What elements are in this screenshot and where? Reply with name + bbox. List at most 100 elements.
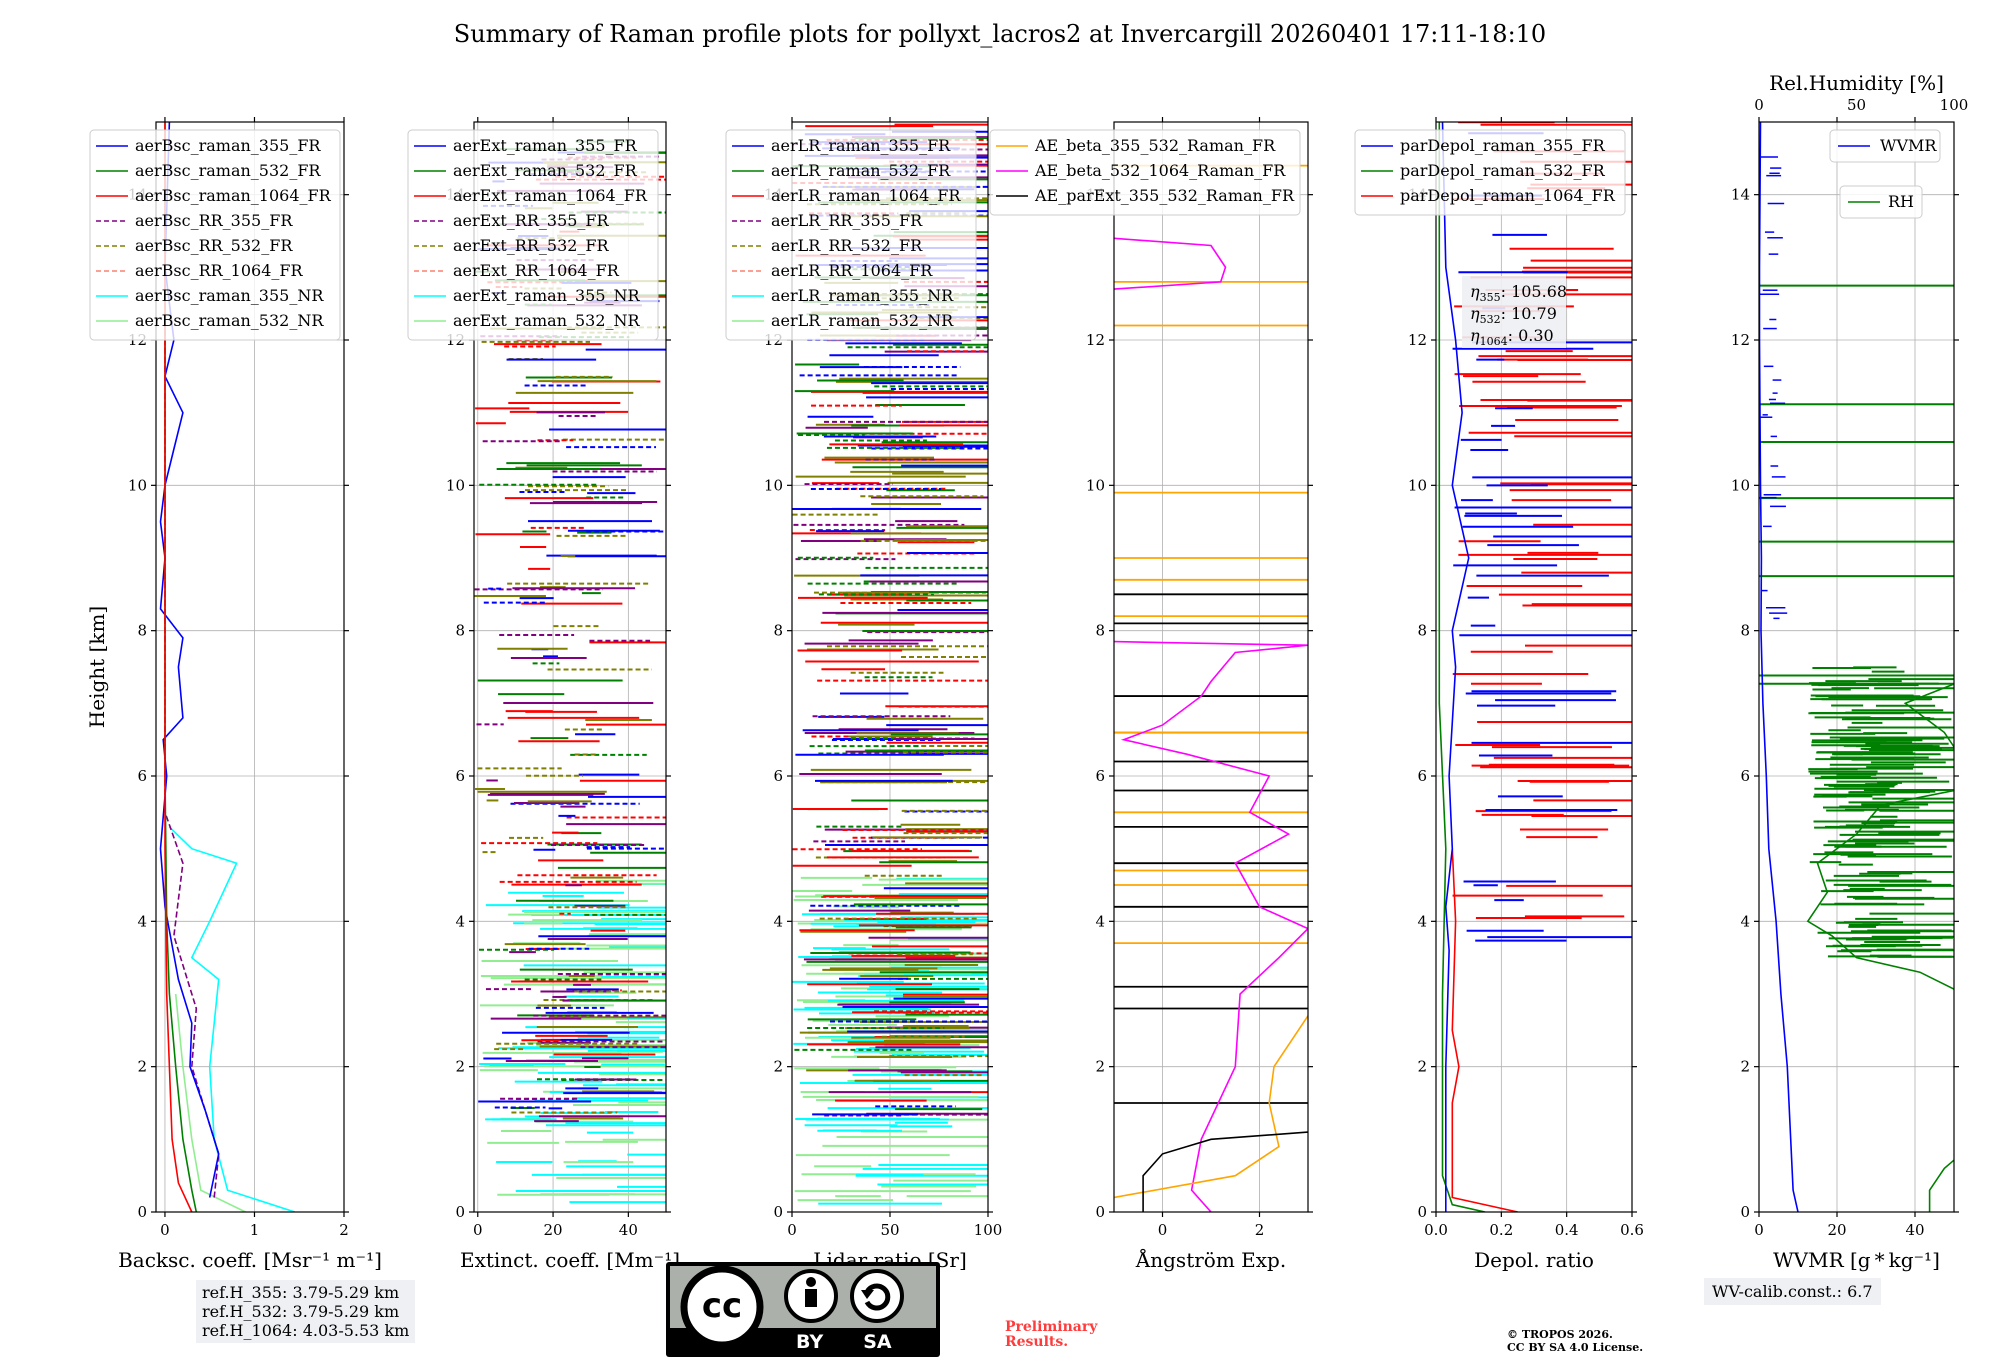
legend-label: parDepol_raman_1064_FR xyxy=(1400,186,1616,205)
legend-box xyxy=(1839,185,1923,219)
legend-dep: parDepol_raman_355_FR parDepol_raman_532_… xyxy=(1354,129,1626,216)
axes-frame xyxy=(1113,121,1309,1213)
cc-logo-icon: cc xyxy=(680,1265,904,1349)
legend-box xyxy=(989,129,1301,216)
y-tick-label: 0 xyxy=(137,1203,147,1221)
series-line xyxy=(1441,122,1470,1212)
y-tick-label: 10 xyxy=(128,476,147,494)
y-tick-label: 4 xyxy=(137,912,147,930)
x-axis-label: Ångström Exp. xyxy=(1135,1247,1286,1272)
top-x-tick-label: 100 xyxy=(1940,96,1969,114)
legend-label: aerExt_raman_355_NR xyxy=(453,286,641,305)
x-tick-label: 20 xyxy=(1827,1221,1846,1239)
copyright-note: © TROPOS 2026. CC BY SA 4.0 License. xyxy=(1507,1328,1707,1354)
legend-label: aerExt_RR_1064_FR xyxy=(453,261,620,280)
x-tick-label: 0.0 xyxy=(1424,1221,1448,1239)
series-line xyxy=(1142,1131,1308,1212)
y-tick-label: 6 xyxy=(1740,767,1750,785)
y-tick-label: 6 xyxy=(1095,767,1105,785)
x-tick-label: 2 xyxy=(1255,1221,1265,1239)
y-tick-label: 12 xyxy=(1408,331,1427,349)
y-tick-label: 12 xyxy=(1086,331,1105,349)
legend-label: AE_beta_532_1064_Raman_FR xyxy=(1034,161,1286,180)
series-line xyxy=(1806,683,1954,1212)
axes-frame xyxy=(155,121,345,1213)
legend-label: AE_beta_355_532_Raman_FR xyxy=(1034,136,1276,155)
y-tick-label: 2 xyxy=(137,1058,147,1076)
ref-height-355: ref.H_355: 3.79-5.29 km xyxy=(202,1283,400,1302)
legend-ae: AE_beta_355_532_Raman_FR AE_beta_532_1064… xyxy=(989,129,1301,216)
y-tick-label: 8 xyxy=(137,622,147,640)
x-axis-label: Depol. ratio xyxy=(1474,1248,1594,1272)
y-tick-label: 4 xyxy=(1417,912,1427,930)
legend-ext: aerExt_raman_355_FR aerExt_raman_532_FRae… xyxy=(407,129,659,341)
series-line xyxy=(1114,237,1227,290)
x-tick-label: 100 xyxy=(974,1221,1003,1239)
legend-label: aerLR_RR_532_FR xyxy=(771,236,923,255)
panel-wv: 0 2 4 6 8 10 12 14 0 20 40 WVMR [g * kg⁻¹] 0 50 100Rel… xyxy=(1731,71,1969,1272)
copyright-line-1: © TROPOS 2026. xyxy=(1507,1328,1613,1341)
y-tick-label: 0 xyxy=(1740,1203,1750,1221)
legend-label: aerLR_RR_1064_FR xyxy=(771,261,933,280)
y-tick-label: 2 xyxy=(773,1058,783,1076)
y-tick-label: 6 xyxy=(455,767,465,785)
y-tick-label: 6 xyxy=(1417,767,1427,785)
axes-frame xyxy=(1758,121,1955,1213)
x-tick-label: 0 xyxy=(473,1221,483,1239)
wv-calibration-box: WV-calib.const.: 6.7 xyxy=(1704,1278,1881,1305)
eta-line: η532: 10.79 xyxy=(1470,304,1557,326)
y-tick-label: 4 xyxy=(1740,912,1750,930)
panel-ext: 0246810121402040Extinct. coeff. [Mm⁻¹]ae… xyxy=(407,117,680,1272)
x-tick-label: 40 xyxy=(1905,1221,1924,1239)
series-line xyxy=(1451,848,1518,1212)
legend-label: aerExt_raman_532_FR xyxy=(453,161,638,180)
x-tick-label: 0.2 xyxy=(1489,1221,1513,1239)
legend-label: aerLR_raman_1064_FR xyxy=(771,186,961,205)
y-tick-label: 8 xyxy=(1740,622,1750,640)
top-x-axis-label: Rel.Humidity [%] xyxy=(1769,71,1944,95)
y-tick-label: 2 xyxy=(1417,1058,1427,1076)
x-axis-label: WVMR [g * kg⁻¹] xyxy=(1773,1248,1940,1272)
ref-height-532: ref.H_532: 3.79-5.29 km xyxy=(202,1302,400,1321)
x-tick-label: 20 xyxy=(544,1221,563,1239)
panel-bsc: 02468101214012Backsc. coeff. [Msr⁻¹ m⁻¹]… xyxy=(89,117,382,1272)
y-tick-label: 2 xyxy=(455,1058,465,1076)
y-tick-label: 4 xyxy=(455,912,465,930)
y-tick-label: 8 xyxy=(1095,622,1105,640)
panel-lr: 02468101214050100Lidar ratio [Sr]aerLR_r… xyxy=(725,117,1003,1272)
top-x-tick-label: 50 xyxy=(1847,96,1866,114)
y-tick-label: 8 xyxy=(455,622,465,640)
axes-frame xyxy=(473,121,667,1213)
legend-label: aerBsc_raman_532_FR xyxy=(135,161,321,180)
x-tick-label: 0.4 xyxy=(1555,1221,1579,1239)
legend-bsc: aerBsc_raman_355_FR aerBsc_raman_532_FRae… xyxy=(89,129,341,341)
legend-label: RH xyxy=(1888,192,1914,211)
y-tick-label: 6 xyxy=(773,767,783,785)
x-tick-label: 0.6 xyxy=(1620,1221,1644,1239)
series-line xyxy=(1114,640,1308,1212)
y-tick-label: 10 xyxy=(1086,476,1105,494)
y-tick-label: 2 xyxy=(1740,1058,1750,1076)
y-tick-label: 10 xyxy=(1731,476,1750,494)
eta-box xyxy=(1462,276,1566,348)
legend-box xyxy=(1354,129,1626,216)
legend-label: aerBsc_RR_532_FR xyxy=(135,236,293,255)
plot-area-bsc xyxy=(156,122,344,1212)
legend-label: aerLR_raman_355_FR xyxy=(771,136,951,155)
figure-title: Summary of Raman profile plots for polly… xyxy=(453,20,1547,48)
y-tick-label: 10 xyxy=(1408,476,1427,494)
legend-box xyxy=(1829,129,1941,163)
x-tick-label: 50 xyxy=(880,1221,899,1239)
series-line xyxy=(1438,122,1486,1212)
legend-box xyxy=(89,129,341,341)
legend-label: aerLR_RR_355_FR xyxy=(771,211,923,230)
x-tick-label: 0 xyxy=(1158,1221,1168,1239)
eta-line: η1064: 0.30 xyxy=(1470,326,1554,348)
legend-label: parDepol_raman_355_FR xyxy=(1400,136,1606,155)
y-tick-label: 2 xyxy=(1095,1058,1105,1076)
y-tick-label: 8 xyxy=(773,622,783,640)
legend-label: aerBsc_RR_1064_FR xyxy=(135,261,304,280)
y-tick-label: 14 xyxy=(1731,186,1750,204)
